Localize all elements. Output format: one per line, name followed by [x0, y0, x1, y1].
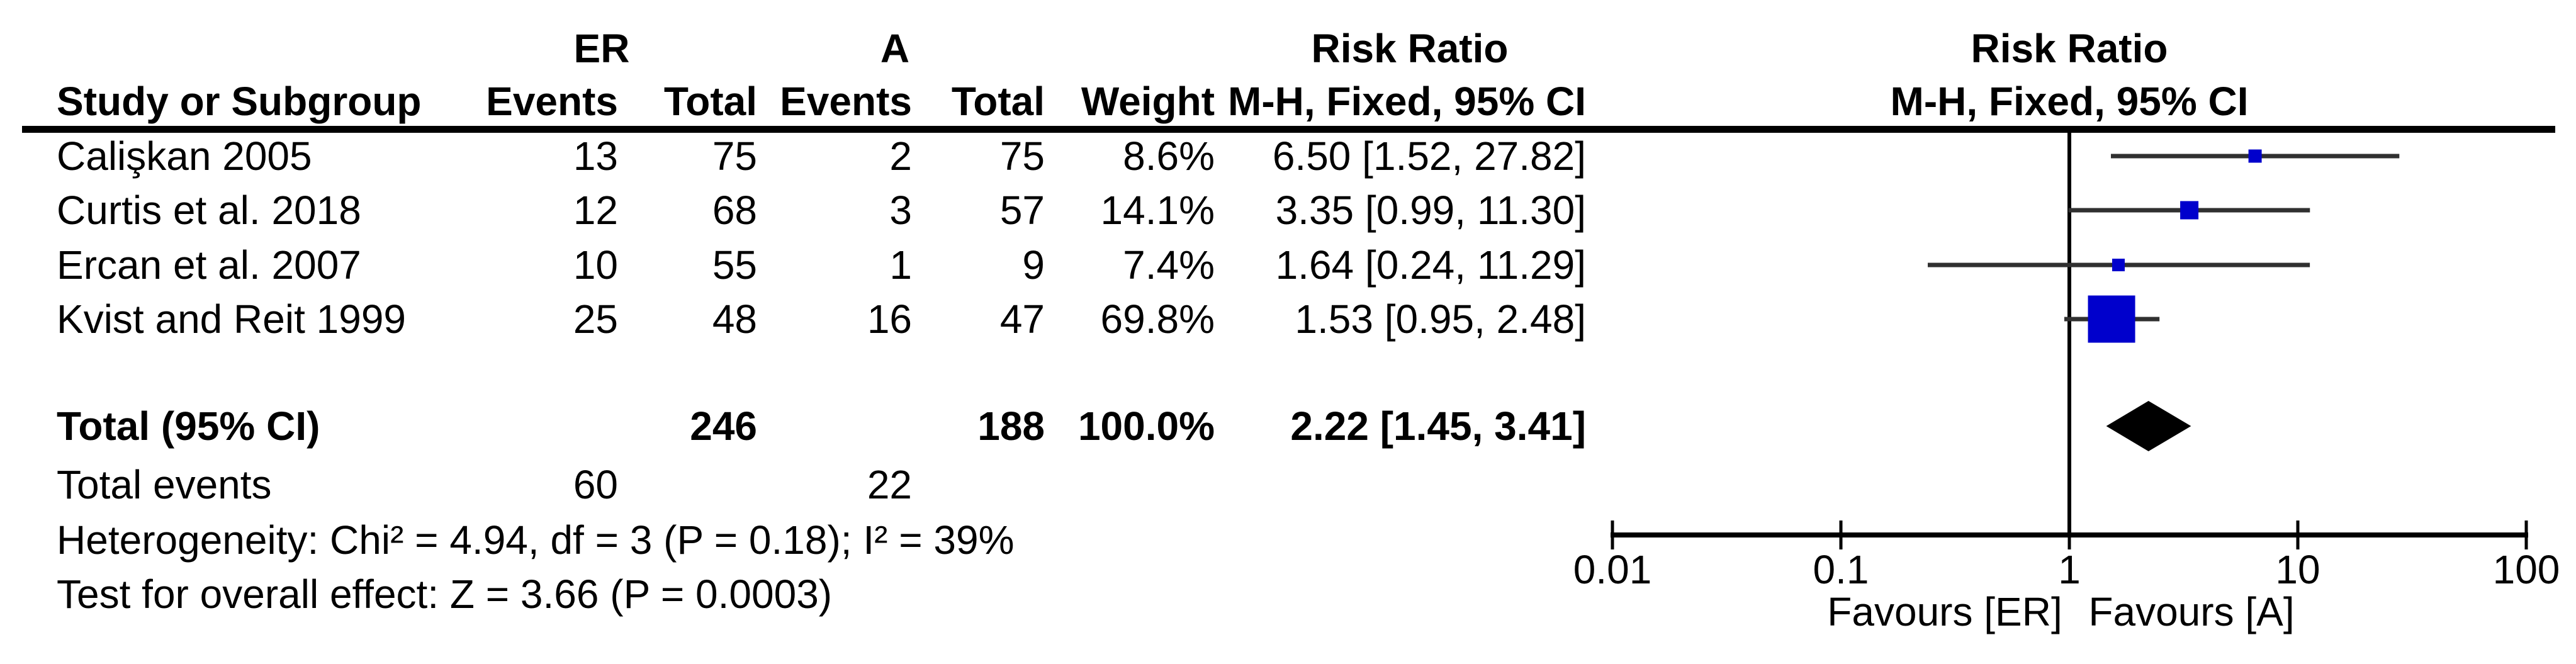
group-header-er: ER	[573, 26, 630, 71]
risk-ratio-ci-cell: 3.35 [0.99, 11.30]	[1275, 188, 1586, 233]
x-tick-label: 100	[2492, 547, 2560, 592]
risk-ratio-text-header: Risk Ratio	[1311, 26, 1509, 71]
weight-cell: 8.6%	[1123, 133, 1215, 179]
heterogeneity-stats: Heterogeneity: Chi² = 4.94, df = 3 (P = …	[57, 517, 1015, 563]
total-events-label: Total events	[57, 462, 272, 507]
a-total-cell: 47	[999, 296, 1045, 342]
summary-diamond	[2106, 401, 2191, 451]
x-axis-tick-100	[2524, 521, 2528, 549]
er-total-cell: 68	[712, 188, 757, 233]
col-header-study: Study or Subgroup	[57, 79, 422, 124]
effect-marker	[2112, 259, 2125, 271]
favours-right-label: Favours [A]	[2088, 589, 2295, 634]
col-header-er-events: Events	[486, 79, 618, 124]
total-events-a: 22	[867, 462, 912, 507]
col-header-mh-plot: M-H, Fixed, 95% CI	[1890, 79, 2249, 124]
effect-marker	[2248, 149, 2262, 163]
a-events-cell: 16	[867, 296, 912, 342]
risk-ratio-ci-cell: 1.64 [0.24, 11.29]	[1275, 242, 1586, 288]
favours-left-label: Favours [ER]	[1827, 589, 2062, 634]
x-axis-tick-0.01	[1611, 521, 1614, 549]
weight-cell: 69.8%	[1100, 296, 1215, 342]
a-total-cell: 57	[999, 188, 1045, 233]
er-events-cell: 10	[573, 242, 618, 288]
effect-marker	[2180, 201, 2199, 220]
risk-ratio-ci-cell: 6.50 [1.52, 27.82]	[1272, 133, 1586, 179]
a-events-cell: 1	[889, 242, 912, 288]
x-axis-tick-10	[2296, 521, 2300, 549]
header-rule	[22, 126, 2555, 133]
study-name: Curtis et al. 2018	[57, 188, 361, 233]
x-tick-label: 0.01	[1573, 547, 1652, 592]
total-events-er: 60	[573, 462, 618, 507]
total-er-total: 246	[690, 403, 757, 449]
risk-ratio-plot-header: Risk Ratio	[1971, 26, 2168, 71]
study-name: Calişkan 2005	[57, 133, 312, 179]
study-name: Ercan et al. 2007	[57, 242, 361, 288]
x-axis-tick-1	[2067, 521, 2071, 549]
a-events-cell: 3	[889, 188, 912, 233]
er-events-cell: 25	[573, 296, 618, 342]
a-events-cell: 2	[889, 133, 912, 179]
x-tick-label: 1	[2058, 547, 2081, 592]
x-tick-label: 0.1	[1813, 547, 1869, 592]
er-events-cell: 12	[573, 188, 618, 233]
risk-ratio-ci-cell: 1.53 [0.95, 2.48]	[1295, 296, 1586, 342]
a-total-cell: 75	[999, 133, 1045, 179]
total-ci-label: 2.22 [1.45, 3.41]	[1290, 403, 1586, 449]
group-header-a: A	[880, 26, 910, 71]
total-weight: 100.0%	[1077, 403, 1215, 449]
col-header-a-total: Total	[951, 79, 1045, 124]
weight-cell: 7.4%	[1123, 242, 1215, 288]
col-header-a-events: Events	[780, 79, 912, 124]
a-total-cell: 9	[1022, 242, 1045, 288]
col-header-weight: Weight	[1081, 79, 1215, 124]
weight-cell: 14.1%	[1100, 188, 1215, 233]
total-row-label: Total (95% CI)	[57, 403, 320, 449]
total-a-total: 188	[977, 403, 1045, 449]
no-effect-line	[2067, 133, 2071, 535]
col-header-er-total: Total	[663, 79, 757, 124]
effect-marker	[2088, 295, 2135, 343]
er-events-cell: 13	[573, 133, 618, 179]
col-header-mh-text: M-H, Fixed, 95% CI	[1228, 79, 1586, 124]
er-total-cell: 55	[712, 242, 757, 288]
study-name: Kvist and Reit 1999	[57, 296, 406, 342]
er-total-cell: 48	[712, 296, 757, 342]
x-tick-label: 10	[2275, 547, 2320, 592]
overall-effect-stats: Test for overall effect: Z = 3.66 (P = 0…	[57, 571, 833, 617]
x-axis-tick-0.1	[1839, 521, 1843, 549]
er-total-cell: 75	[712, 133, 757, 179]
